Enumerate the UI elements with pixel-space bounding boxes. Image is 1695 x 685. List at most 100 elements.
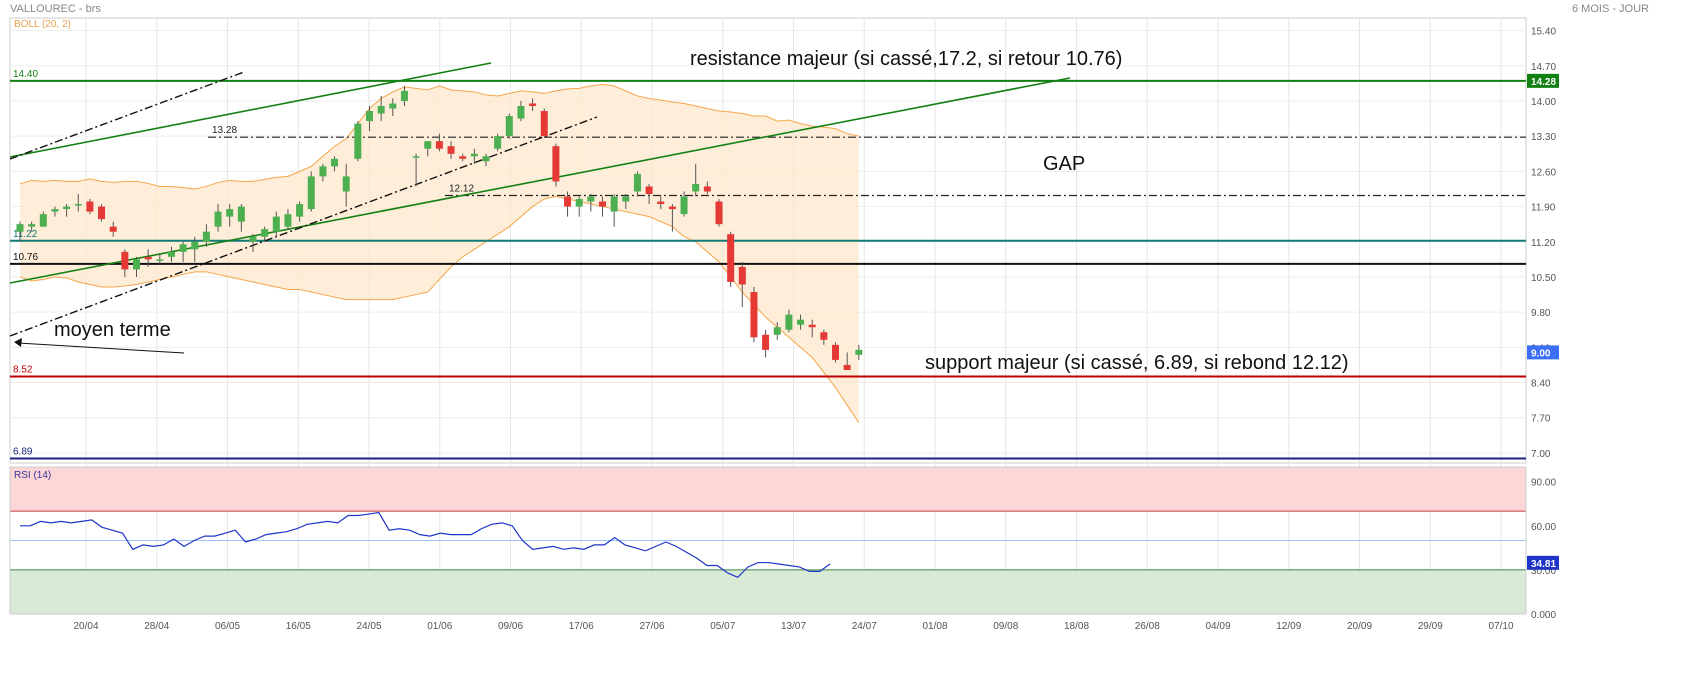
price-tick-label: 15.40 [1531, 27, 1556, 38]
candle-body [703, 186, 711, 192]
candle-body [447, 146, 455, 154]
candle-body [331, 158, 339, 167]
x-tick-label: 04/09 [1205, 621, 1230, 632]
level-price-tag-text: 14.28 [1531, 77, 1556, 88]
candle-body [587, 196, 595, 202]
candle-body [237, 206, 245, 222]
candle-body [51, 209, 59, 212]
candle-body [552, 146, 560, 182]
trend-annotation: moyen terme [54, 319, 171, 341]
bollinger-fill [20, 84, 859, 423]
rsi-panel: RSI (14) [9, 466, 1527, 615]
level-label: 6.89 [13, 446, 33, 457]
candle-body [319, 166, 327, 177]
x-tick-label: 07/10 [1488, 621, 1513, 632]
candle-body [86, 201, 94, 212]
rsi-current-text: 34.81 [1531, 559, 1556, 570]
candle-body [622, 196, 630, 202]
price-tick-label: 14.70 [1531, 62, 1556, 73]
x-tick-label: 05/07 [710, 621, 735, 632]
level-label: 11.22 [13, 229, 38, 240]
x-tick-label: 29/09 [1418, 621, 1443, 632]
chart-title: VALLOUREC - brs [10, 3, 101, 15]
rsi-tick-label: 60.00 [1531, 522, 1556, 533]
x-tick-label: 24/07 [852, 621, 877, 632]
x-tick-label: 17/06 [569, 621, 594, 632]
candle-body [797, 319, 805, 325]
rsi-tick-label: 30.00 [1531, 566, 1556, 577]
arrow-head [14, 338, 22, 347]
candle-body [564, 196, 572, 207]
price-tick-label: 7.00 [1531, 449, 1551, 460]
dashdot-top-line [9, 71, 245, 160]
gap-annotation: GAP [1043, 153, 1085, 175]
candle-body [482, 156, 490, 162]
candle-body [657, 201, 665, 205]
candlesticks [16, 85, 863, 370]
rsi-overbought-zone [10, 467, 1526, 512]
price-tick-label: 13.30 [1531, 132, 1556, 143]
rsi-current-tag [1527, 555, 1559, 570]
level-label: 8.52 [13, 365, 33, 376]
level-label: 12.12 [449, 183, 474, 194]
candle-body [715, 201, 723, 225]
candle-body [412, 156, 420, 158]
candle-body [668, 206, 676, 210]
candle-body [28, 224, 36, 227]
candle-body [785, 314, 793, 330]
candle-body [354, 123, 362, 159]
candle-body [307, 176, 315, 210]
x-tick-label: 01/06 [427, 621, 452, 632]
candle-body [249, 236, 257, 242]
candle-body [261, 229, 269, 237]
level-label: 14.40 [13, 69, 38, 80]
rsi-tick-label: 90.00 [1531, 478, 1556, 489]
price-tick-label: 12.60 [1531, 167, 1556, 178]
level-price-tag [1527, 73, 1559, 88]
x-tick-label: 06/05 [215, 621, 240, 632]
x-tick-label: 28/04 [144, 621, 169, 632]
candle-body [855, 349, 863, 355]
candle-body [63, 206, 71, 210]
x-tick-label: 12/09 [1276, 621, 1301, 632]
period-label: 6 MOIS - JOUR [1572, 3, 1650, 15]
candle-body [377, 105, 385, 114]
trendlines [9, 62, 1071, 354]
candle-body [424, 141, 432, 149]
candle-body [633, 173, 641, 192]
candle-body [494, 136, 502, 149]
candle-body [284, 214, 292, 227]
level-label: 10.76 [13, 252, 38, 263]
x-tick-label: 16/05 [286, 621, 311, 632]
x-tick-label: 27/06 [639, 621, 664, 632]
price-tick-label: 11.90 [1531, 203, 1556, 214]
candle-body [435, 141, 443, 149]
rsi-line [20, 511, 831, 578]
x-tick-label: 09/06 [498, 621, 523, 632]
candle-body [179, 244, 187, 252]
candle-body [529, 103, 537, 106]
candle-body [575, 199, 583, 207]
candle-body [820, 332, 828, 340]
price-tick-label: 7.70 [1531, 414, 1551, 425]
candle-body [109, 226, 117, 232]
bollinger-upper [19, 83, 859, 190]
candle-body [39, 214, 47, 227]
current-price-tag [1527, 345, 1559, 360]
candle-body [144, 256, 152, 260]
price-tick-label: 9.80 [1531, 308, 1551, 319]
axes: 20/04 28/04 06/05 16/05 24/05 01/06 09/06 17/06… [73, 27, 1559, 632]
candle-body [16, 224, 24, 232]
current-price-text: 9.00 [1531, 348, 1551, 359]
candle-body [202, 231, 210, 242]
x-tick-label: 20/04 [73, 621, 98, 632]
candle-body [133, 259, 140, 270]
candle-body [296, 204, 304, 217]
candle-body [808, 324, 816, 328]
candle-body [540, 111, 548, 137]
price-tick-label: 14.00 [1531, 97, 1556, 108]
bollinger-label: BOLL (20, 2) [14, 19, 71, 30]
upper-channel-line [9, 62, 492, 158]
candle-body [226, 209, 234, 217]
